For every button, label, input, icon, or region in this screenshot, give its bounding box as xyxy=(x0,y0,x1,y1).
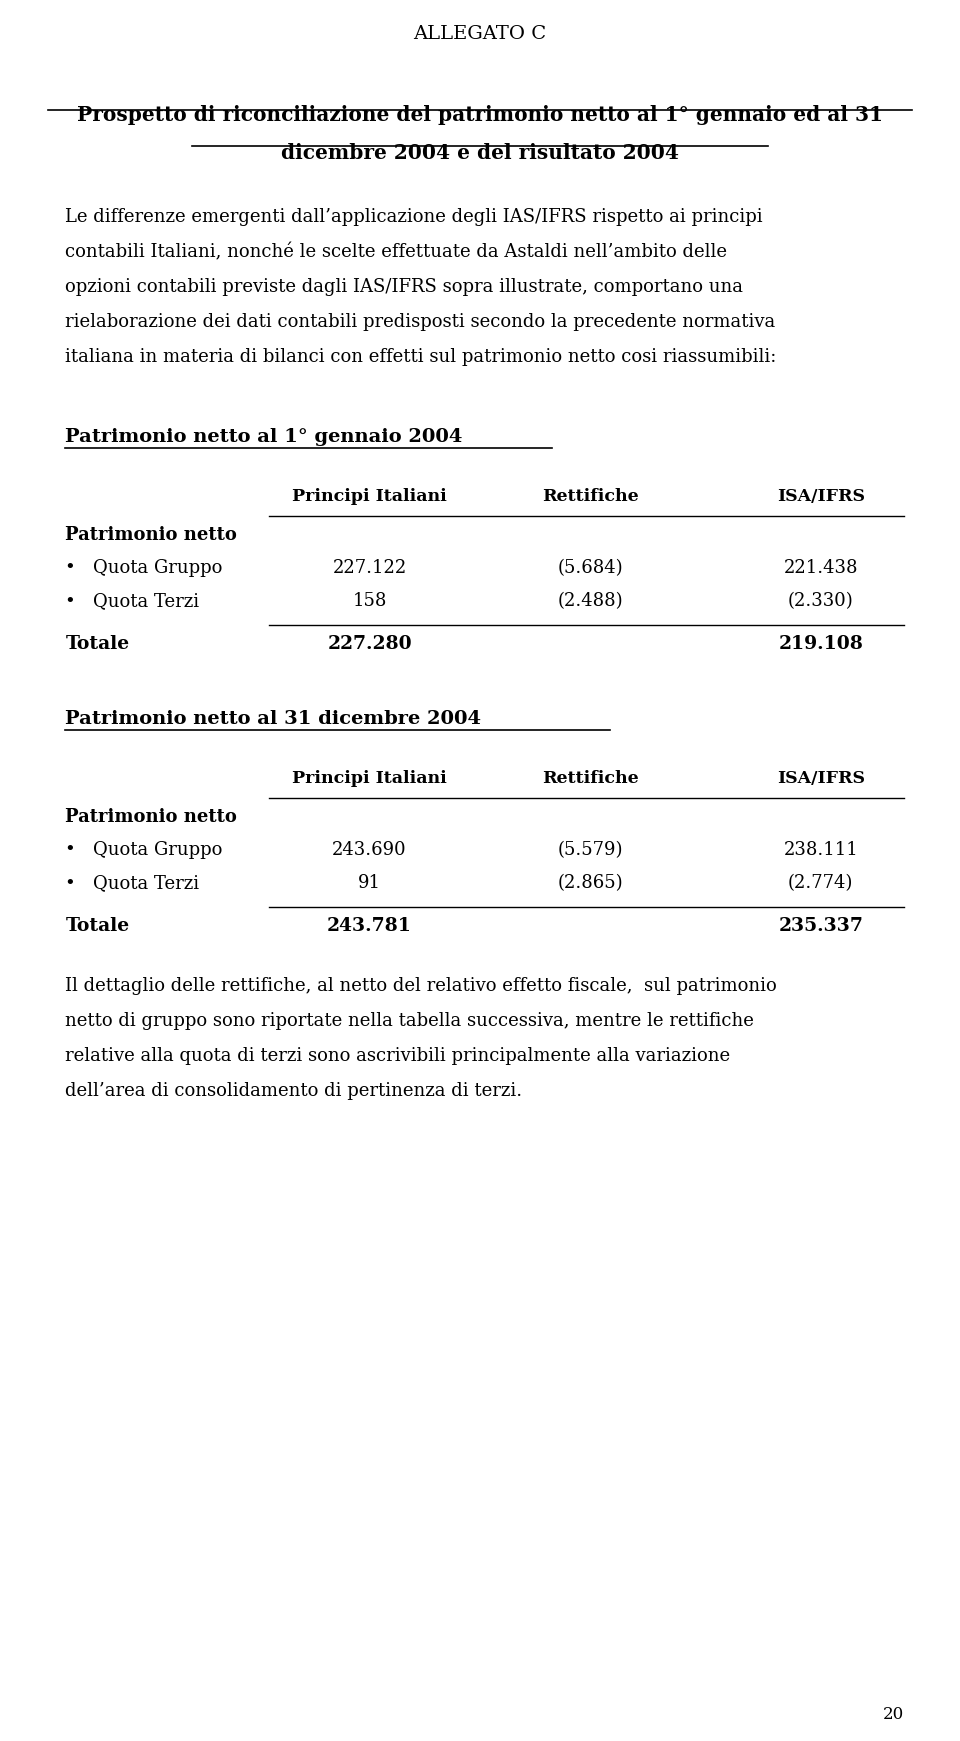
Text: •   Quota Gruppo: • Quota Gruppo xyxy=(65,841,223,858)
Text: 235.337: 235.337 xyxy=(779,918,863,935)
Text: (2.488): (2.488) xyxy=(558,592,623,609)
Text: ISA/IFRS: ISA/IFRS xyxy=(777,770,865,787)
Text: 158: 158 xyxy=(352,592,387,609)
Text: •   Quota Gruppo: • Quota Gruppo xyxy=(65,559,223,576)
Text: 227.122: 227.122 xyxy=(332,559,407,576)
Text: Prospetto di riconciliazione del patrimonio netto al 1° gennaio ed al 31: Prospetto di riconciliazione del patrimo… xyxy=(77,104,883,125)
Text: 20: 20 xyxy=(883,1706,904,1724)
Text: Le differenze emergenti dall’applicazione degli IAS/IFRS rispetto ai principi: Le differenze emergenti dall’applicazion… xyxy=(65,207,763,226)
Text: 221.438: 221.438 xyxy=(783,559,858,576)
Text: Totale: Totale xyxy=(65,635,130,653)
Text: relative alla quota di terzi sono ascrivibili principalmente alla variazione: relative alla quota di terzi sono ascriv… xyxy=(65,1046,731,1065)
Text: Totale: Totale xyxy=(65,918,130,935)
Text: ALLEGATO C: ALLEGATO C xyxy=(414,24,546,44)
Text: (2.865): (2.865) xyxy=(558,874,623,891)
Text: 91: 91 xyxy=(358,874,381,891)
Text: Rettifiche: Rettifiche xyxy=(542,770,638,787)
Text: 219.108: 219.108 xyxy=(779,635,863,653)
Text: 227.280: 227.280 xyxy=(327,635,412,653)
Text: •   Quota Terzi: • Quota Terzi xyxy=(65,592,200,609)
Text: (2.774): (2.774) xyxy=(788,874,853,891)
Text: (5.579): (5.579) xyxy=(558,841,623,858)
Text: rielaborazione dei dati contabili predisposti secondo la precedente normativa: rielaborazione dei dati contabili predis… xyxy=(65,313,776,331)
Text: (2.330): (2.330) xyxy=(788,592,853,609)
Text: 243.690: 243.690 xyxy=(332,841,407,858)
Text: netto di gruppo sono riportate nella tabella successiva, mentre le rettifiche: netto di gruppo sono riportate nella tab… xyxy=(65,1012,755,1031)
Text: Patrimonio netto: Patrimonio netto xyxy=(65,808,237,825)
Text: •   Quota Terzi: • Quota Terzi xyxy=(65,874,200,891)
Text: opzioni contabili previste dagli IAS/IFRS sopra illustrate, comportano una: opzioni contabili previste dagli IAS/IFR… xyxy=(65,279,743,296)
Text: 243.781: 243.781 xyxy=(327,918,412,935)
Text: italiana in materia di bilanci con effetti sul patrimonio netto cosi riassumibil: italiana in materia di bilanci con effet… xyxy=(65,348,777,366)
Text: Patrimonio netto: Patrimonio netto xyxy=(65,526,237,543)
Text: 238.111: 238.111 xyxy=(783,841,858,858)
Text: Patrimonio netto al 1° gennaio 2004: Patrimonio netto al 1° gennaio 2004 xyxy=(65,428,463,446)
Text: (5.684): (5.684) xyxy=(558,559,623,576)
Text: contabili Italiani, nonché le scelte effettuate da Astaldi nell’ambito delle: contabili Italiani, nonché le scelte eff… xyxy=(65,244,728,261)
Text: Rettifiche: Rettifiche xyxy=(542,487,638,505)
Text: dicembre 2004 e del risultato 2004: dicembre 2004 e del risultato 2004 xyxy=(281,143,679,164)
Text: Principi Italiani: Principi Italiani xyxy=(292,770,447,787)
Text: Il dettaglio delle rettifiche, al netto del relativo effetto fiscale,  sul patri: Il dettaglio delle rettifiche, al netto … xyxy=(65,977,777,996)
Text: ISA/IFRS: ISA/IFRS xyxy=(777,487,865,505)
Text: Principi Italiani: Principi Italiani xyxy=(292,487,447,505)
Text: dell’area di consolidamento di pertinenza di terzi.: dell’area di consolidamento di pertinenz… xyxy=(65,1081,522,1100)
Text: Patrimonio netto al 31 dicembre 2004: Patrimonio netto al 31 dicembre 2004 xyxy=(65,710,481,728)
